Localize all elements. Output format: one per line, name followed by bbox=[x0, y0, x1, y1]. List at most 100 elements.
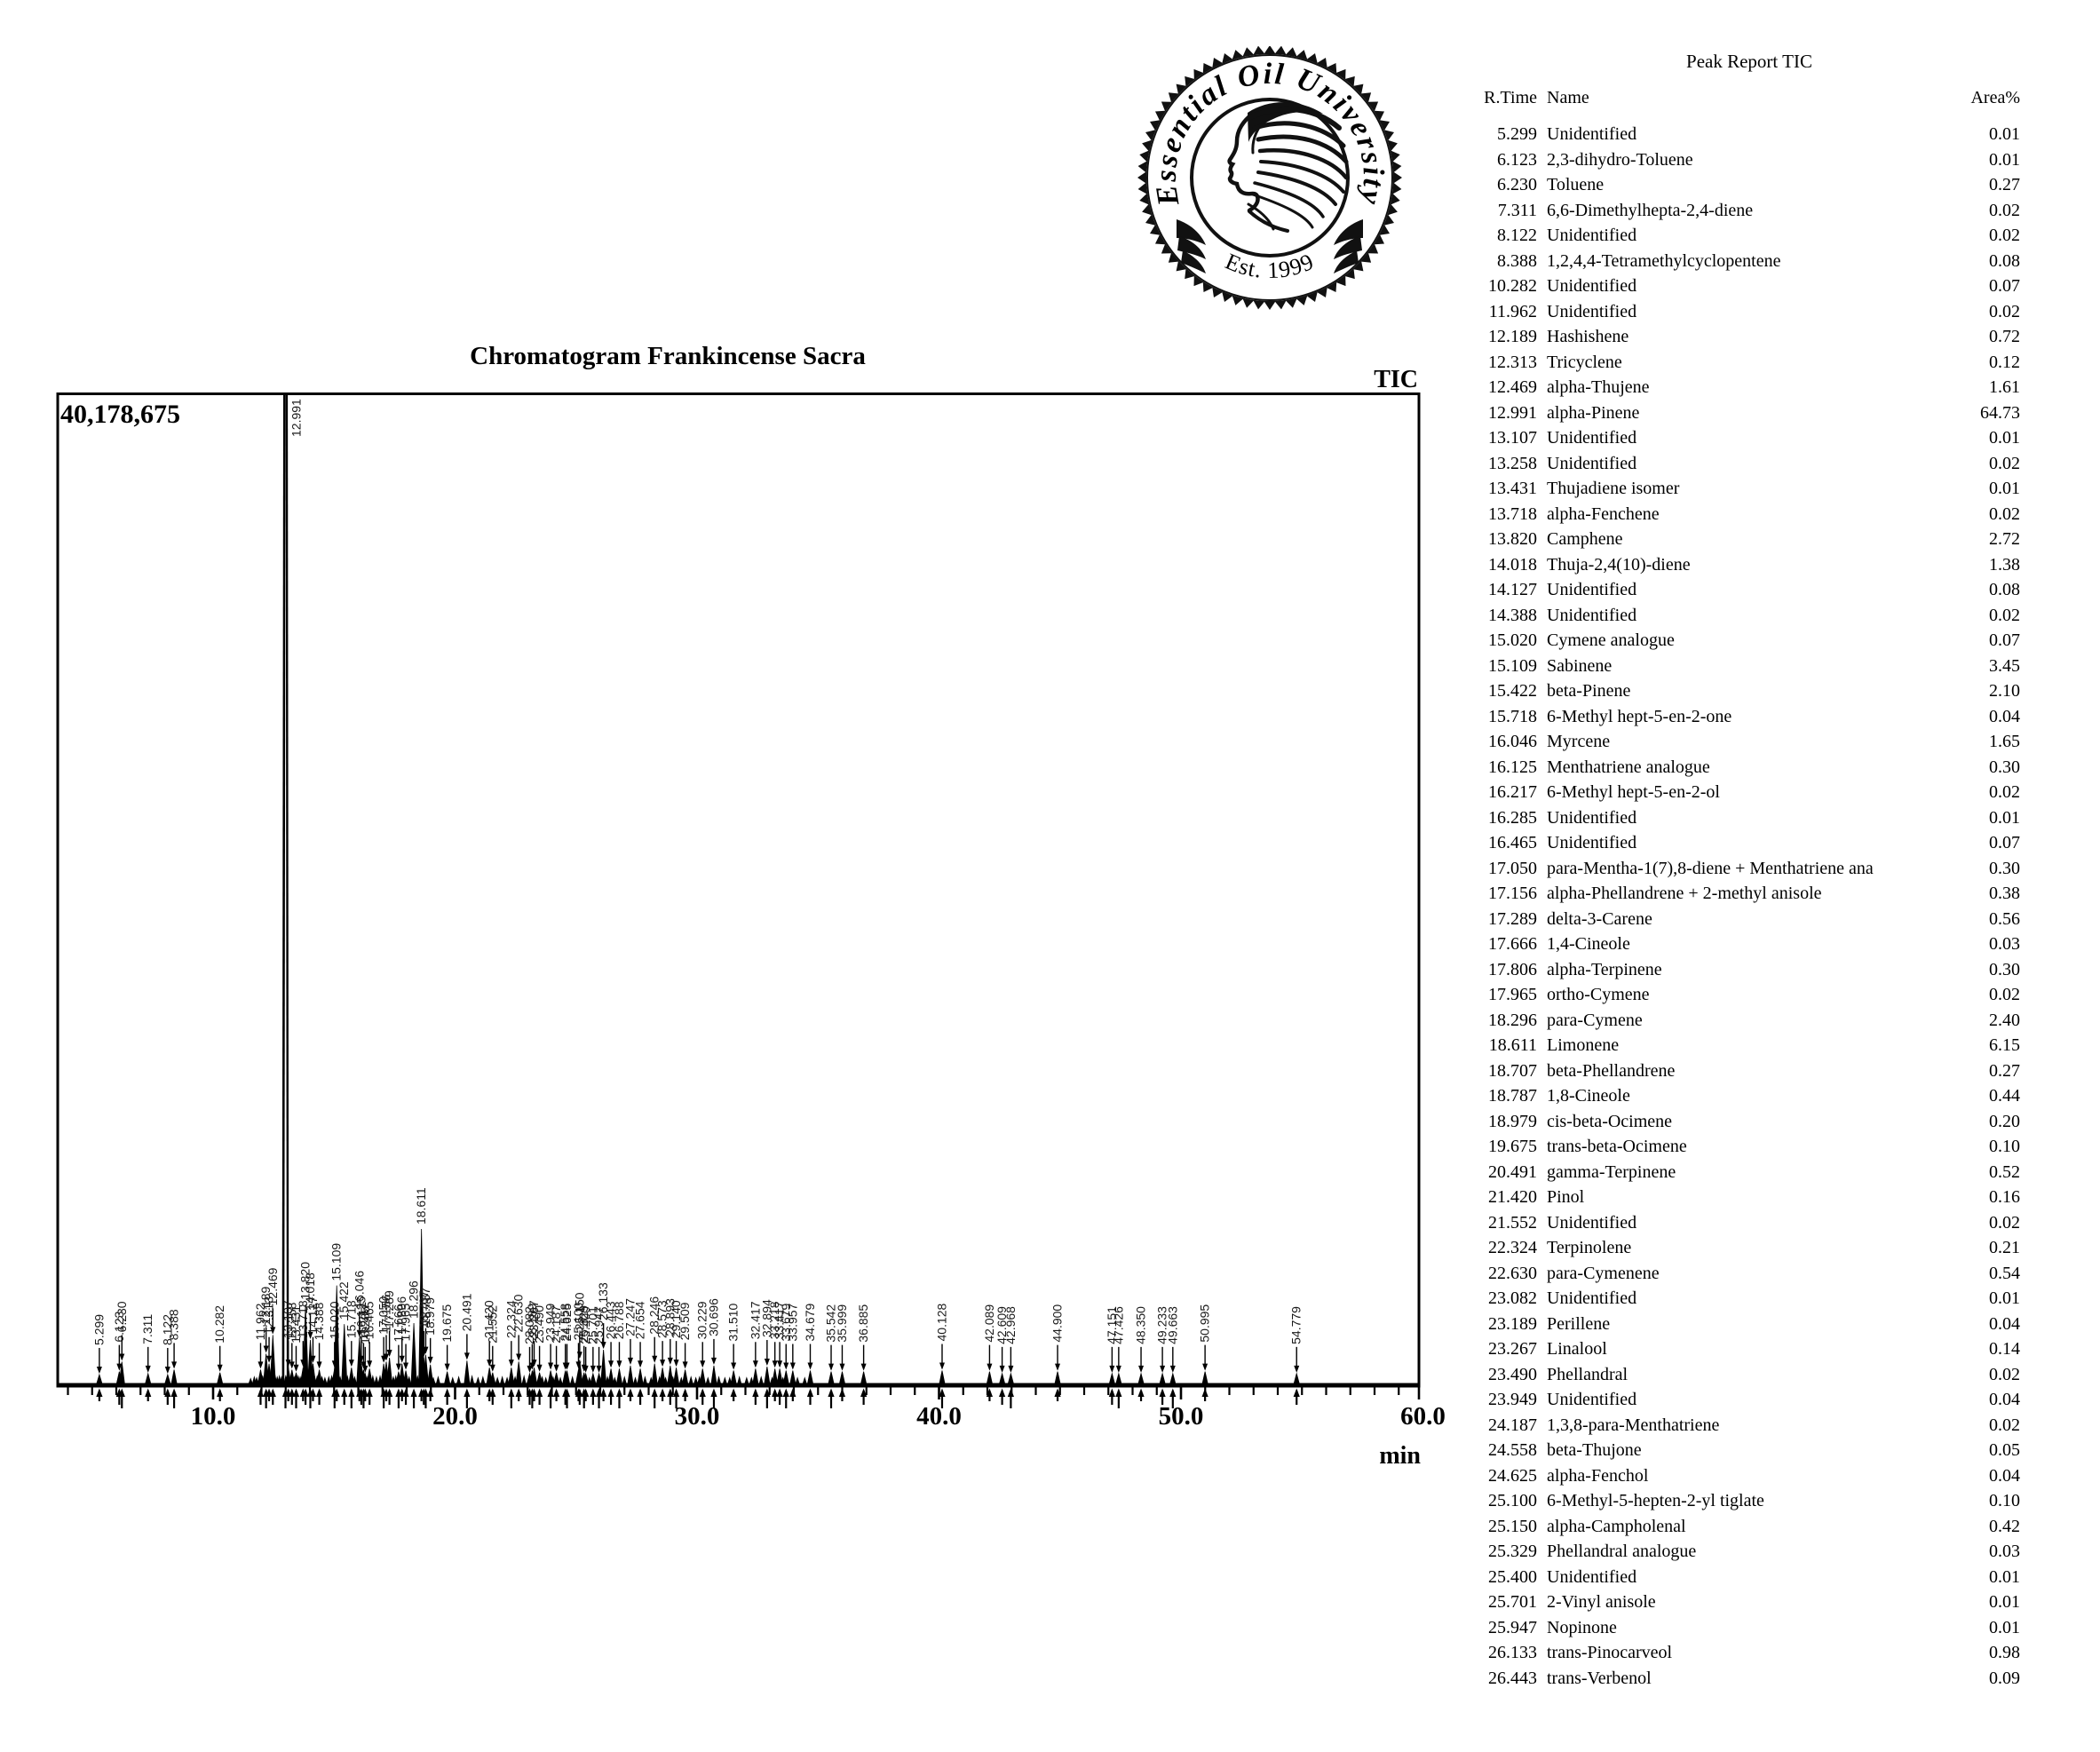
peak-pointer-arrowhead bbox=[531, 1360, 537, 1368]
peak-spike bbox=[1159, 1372, 1166, 1384]
area-cell: 0.01 bbox=[1989, 124, 2020, 144]
peak-pointer-arrowhead bbox=[1169, 1365, 1176, 1373]
peak-label: 15.109 bbox=[329, 1243, 344, 1281]
name-cell: para-Cymenene bbox=[1547, 1263, 1660, 1283]
x-tick-label: 40.0 bbox=[916, 1402, 962, 1431]
peak-marker-arrowhead bbox=[269, 1388, 276, 1397]
peak-spike bbox=[281, 394, 286, 1384]
peak-marker-arrowhead bbox=[1108, 1388, 1115, 1397]
peak-spike bbox=[423, 1354, 429, 1384]
peak-label: 32.417 bbox=[748, 1301, 762, 1339]
rtime-cell: 15.109 bbox=[1488, 655, 1537, 676]
peak-pointer-arrowhead bbox=[356, 1329, 362, 1337]
peak-spike bbox=[547, 1370, 554, 1384]
area-cell: 6.15 bbox=[1989, 1035, 2020, 1055]
peak-label: 26.133 bbox=[596, 1282, 610, 1320]
peak-pointer-arrowhead bbox=[660, 1360, 666, 1368]
area-cell: 0.08 bbox=[1989, 250, 2020, 271]
peak-label: 26.443 bbox=[604, 1301, 618, 1339]
peak-label: 28.573 bbox=[655, 1300, 670, 1338]
rtime-cell: 13.718 bbox=[1488, 503, 1537, 524]
area-cell: 0.04 bbox=[1989, 1313, 2020, 1334]
rtime-cell: 17.050 bbox=[1488, 858, 1537, 878]
area-cell: 0.02 bbox=[1989, 200, 2020, 220]
peak-marker-arrowhead bbox=[547, 1388, 554, 1397]
peak-spike bbox=[576, 1360, 583, 1384]
peak-pointer-arrowhead bbox=[310, 1355, 316, 1363]
peak-pointer-arrowhead bbox=[1138, 1365, 1145, 1373]
table-row: 23.949 Unidentified 0.04 bbox=[1465, 1388, 2042, 1414]
rtime-cell: 16.217 bbox=[1488, 782, 1537, 802]
peak-spike bbox=[637, 1368, 644, 1384]
table-row: 25.150 alpha-Campholenal 0.42 bbox=[1465, 1515, 2042, 1541]
name-cell: Tricyclene bbox=[1547, 352, 1622, 372]
peak-label: 49.233 bbox=[1155, 1306, 1169, 1344]
peak-pointer-arrowhead bbox=[1160, 1365, 1166, 1373]
peak-label: 13.107 bbox=[281, 1300, 295, 1338]
peak-label: 25.400 bbox=[578, 1306, 592, 1344]
peak-marker-arrowhead bbox=[582, 1388, 590, 1397]
baseline-noise bbox=[326, 1375, 331, 1383]
table-row: 13.431 Thujadiene isomer 0.01 bbox=[1465, 477, 2042, 503]
table-row: 16.046 Myrcene 1.65 bbox=[1465, 730, 2042, 756]
table-row: 12.469 alpha-Thujene 1.61 bbox=[1465, 376, 2042, 401]
peak-marker-arrowhead bbox=[315, 1388, 323, 1397]
peak-marker-arrowhead bbox=[710, 1388, 717, 1397]
baseline-noise bbox=[495, 1376, 500, 1383]
rtime-cell: 12.189 bbox=[1488, 327, 1537, 346]
peak-marker-arrowhead bbox=[333, 1388, 340, 1397]
peak-spike bbox=[651, 1363, 658, 1384]
peak-label: 13.431 bbox=[289, 1305, 303, 1344]
name-cell: 2-Vinyl anisole bbox=[1547, 1592, 1656, 1612]
chromatogram-plot: Chromatogram Frankincense Sacra TIC 40,1… bbox=[56, 342, 1446, 1470]
baseline-noise bbox=[612, 1376, 617, 1383]
peak-label: 15.422 bbox=[337, 1281, 351, 1320]
table-row: 12.991 alpha-Pinene 64.73 bbox=[1465, 401, 2042, 427]
table-body: 5.299 Unidentified 0.01 6.123 2,3-dihydro-To… bbox=[1465, 123, 2042, 1692]
peak-pointer-arrowhead bbox=[285, 1360, 291, 1368]
peak-marker-arrowhead bbox=[590, 1388, 597, 1397]
rtime-cell: 17.666 bbox=[1488, 934, 1537, 954]
name-cell: Cymene analogue bbox=[1547, 630, 1675, 650]
rtime-cell: 21.552 bbox=[1488, 1212, 1537, 1233]
peak-pointer-arrowhead bbox=[145, 1365, 151, 1373]
peak-marker-arrowhead bbox=[1137, 1388, 1145, 1397]
peak-label: 16.285 bbox=[358, 1306, 372, 1344]
peak-label: 23.949 bbox=[543, 1303, 558, 1341]
area-cell: 2.40 bbox=[1989, 1010, 2020, 1030]
table-row: 25.329 Phellandral analogue 0.03 bbox=[1465, 1540, 2042, 1566]
peak-label: 24.187 bbox=[549, 1305, 563, 1344]
area-cell: 0.72 bbox=[1989, 327, 2020, 346]
peak-label: 18.707 bbox=[416, 1290, 431, 1328]
peak-label: 25.329 bbox=[576, 1305, 590, 1344]
table-row: 25.400 Unidentified 0.01 bbox=[1465, 1566, 2042, 1591]
name-cell: Unidentified bbox=[1547, 807, 1637, 828]
name-cell: Unidentified bbox=[1547, 226, 1637, 245]
name-cell: Unidentified bbox=[1547, 453, 1637, 473]
peak-label: 33.679 bbox=[779, 1303, 793, 1341]
baseline-noise bbox=[727, 1376, 733, 1383]
peak-spike bbox=[1054, 1371, 1061, 1384]
rtime-cell: 25.150 bbox=[1488, 1516, 1537, 1536]
peak-pointer-arrowhead bbox=[608, 1360, 614, 1368]
peak-spike bbox=[145, 1372, 152, 1384]
rtime-cell: 16.465 bbox=[1488, 833, 1537, 852]
peak-pointer-arrowhead bbox=[516, 1353, 522, 1361]
peak-label: 23.490 bbox=[532, 1305, 546, 1344]
baseline-noise bbox=[558, 1376, 563, 1383]
peak-marker-arrowhead bbox=[789, 1388, 796, 1397]
baseline-noise bbox=[504, 1376, 510, 1383]
x-tick-label: 20.0 bbox=[432, 1402, 478, 1431]
baseline-noise bbox=[248, 1377, 253, 1383]
peak-marker-arrowhead bbox=[651, 1388, 658, 1397]
baseline-noise bbox=[795, 1376, 800, 1383]
peak-marker-arrowhead bbox=[1115, 1388, 1122, 1397]
peak-spike bbox=[427, 1364, 434, 1384]
peak-marker-arrowhead bbox=[422, 1388, 430, 1397]
peak-label: 17.289 bbox=[382, 1290, 396, 1328]
area-cell: 0.02 bbox=[1989, 782, 2020, 802]
name-cell: Unidentified bbox=[1547, 428, 1637, 448]
name-cell: Hashishene bbox=[1547, 327, 1629, 346]
peak-pointer-arrowhead bbox=[386, 1350, 392, 1358]
area-cell: 0.04 bbox=[1989, 706, 2020, 726]
